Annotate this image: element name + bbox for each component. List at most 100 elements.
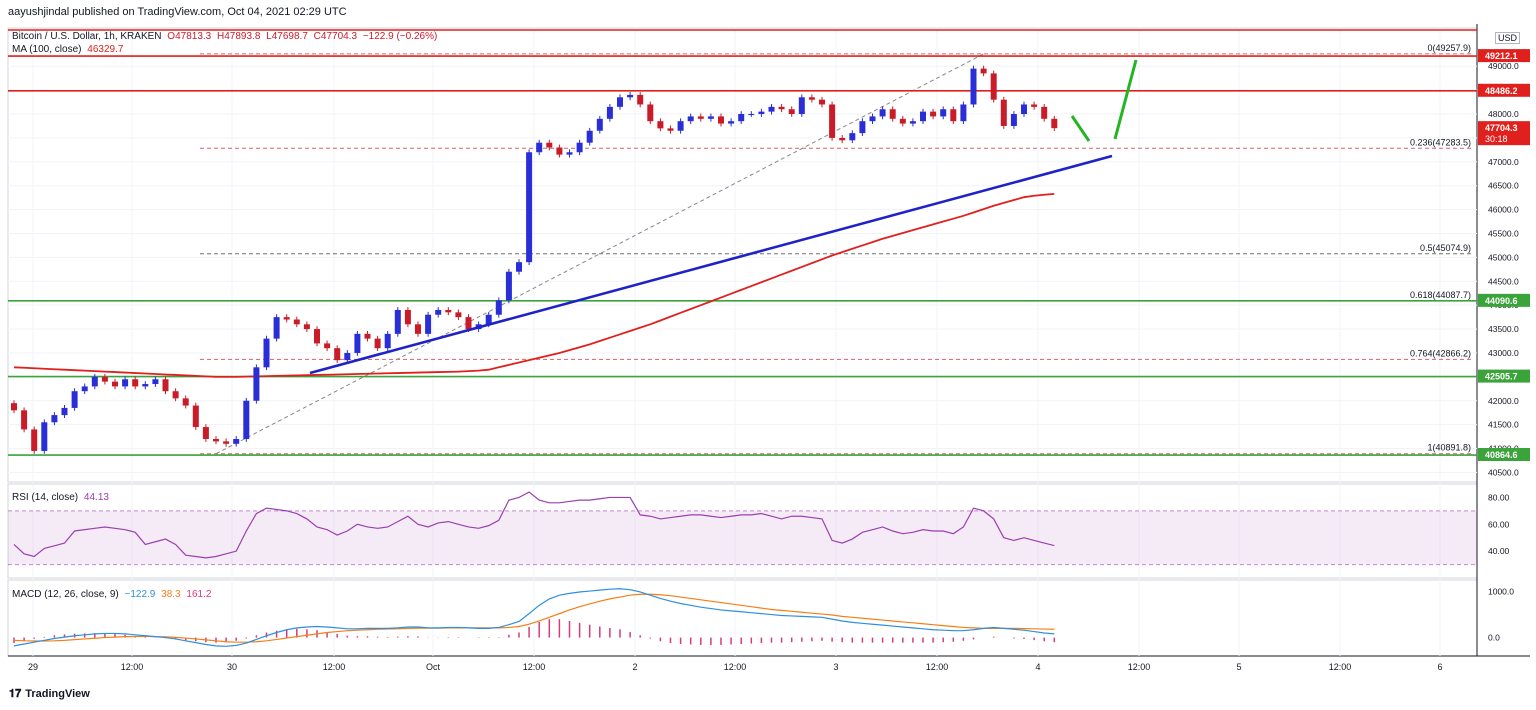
ohlc-close: C47704.3 bbox=[313, 31, 358, 42]
signal-value: 38.3 bbox=[161, 589, 181, 600]
ma-value: 46329.7 bbox=[87, 44, 124, 55]
candle-body bbox=[1051, 118, 1058, 129]
candle-body bbox=[819, 99, 825, 105]
rsi-label: RSI (14, close) bbox=[12, 492, 79, 503]
candle-body bbox=[41, 422, 48, 451]
ohlc-high: H47893.8 bbox=[217, 31, 261, 42]
candle-body bbox=[223, 441, 230, 444]
x-tick-label: 29 bbox=[28, 662, 38, 672]
candle-body bbox=[101, 376, 108, 382]
candle-body bbox=[889, 109, 896, 119]
candle-body bbox=[314, 329, 320, 344]
fib-level-label: 0(49257.9) bbox=[1427, 43, 1471, 53]
rsi-value: 44.13 bbox=[83, 492, 109, 503]
tradingview-logo: 𝟏𝟕 TradingView bbox=[9, 688, 90, 701]
y-tick-label: 43000.0 bbox=[1488, 348, 1519, 358]
ascending-trend-line bbox=[309, 154, 1113, 375]
candle-body bbox=[909, 121, 916, 124]
price-label-text: 48486.2 bbox=[1485, 86, 1518, 96]
rsi-band bbox=[8, 510, 1477, 565]
candle-body bbox=[51, 415, 58, 423]
ohlc-open: O47813.3 bbox=[167, 31, 212, 42]
macd-signal-line bbox=[13, 593, 1055, 643]
candle-body bbox=[606, 106, 613, 119]
price-change: −122.9 (−0.26%) bbox=[362, 31, 438, 42]
candle-body bbox=[364, 333, 371, 339]
candle-body bbox=[758, 111, 765, 115]
candle-body bbox=[778, 106, 785, 110]
candle-body bbox=[505, 271, 512, 301]
projection-down-stroke bbox=[1070, 115, 1091, 142]
candle-body bbox=[687, 116, 694, 122]
candle-body bbox=[263, 338, 270, 368]
price-label-text: 44090.6 bbox=[1485, 296, 1518, 306]
projection-up-stroke bbox=[1113, 59, 1138, 140]
candle-body bbox=[546, 142, 553, 148]
candle-body bbox=[839, 137, 846, 141]
price-label-box bbox=[1478, 293, 1530, 307]
candle-body bbox=[253, 367, 260, 401]
candle-body bbox=[202, 427, 209, 439]
x-tick-label: 12:00 bbox=[323, 662, 346, 672]
candle-body bbox=[768, 106, 775, 112]
candle-body bbox=[617, 97, 623, 107]
candle-body bbox=[566, 152, 573, 155]
candle-body bbox=[31, 429, 38, 451]
candle-body bbox=[647, 104, 654, 122]
candle-body bbox=[728, 121, 735, 124]
candle-body bbox=[233, 438, 240, 444]
ma-100-line bbox=[13, 192, 1055, 378]
candle-body bbox=[404, 309, 411, 325]
countdown-label: 30:18 bbox=[1485, 134, 1508, 144]
candle-body bbox=[485, 314, 492, 325]
y-tick-label: 44500.0 bbox=[1488, 276, 1519, 286]
price-label-text: 42505.7 bbox=[1485, 372, 1518, 382]
price-label-box bbox=[1478, 121, 1530, 146]
candle-body bbox=[677, 121, 684, 131]
candle-body bbox=[394, 309, 401, 334]
y-tick-label: 41500.0 bbox=[1488, 420, 1519, 430]
candle-body bbox=[445, 309, 452, 313]
x-tick-label: 4 bbox=[1035, 662, 1040, 672]
macd-line bbox=[13, 588, 1055, 647]
candle-body bbox=[1031, 104, 1038, 107]
y-tick-label: 45000.0 bbox=[1488, 252, 1519, 262]
x-tick-label: 12:00 bbox=[926, 662, 949, 672]
candle-body bbox=[455, 312, 462, 318]
candle-body bbox=[748, 114, 755, 116]
candle-body bbox=[808, 97, 815, 100]
candle-body bbox=[940, 109, 947, 117]
fib-diagonal bbox=[215, 53, 984, 455]
price-label-text: 49212.1 bbox=[1485, 51, 1518, 61]
rsi-tick-label: 60.00 bbox=[1488, 519, 1510, 529]
candle-body bbox=[920, 111, 926, 122]
y-tick-label: 43500.0 bbox=[1488, 324, 1519, 334]
publisher-caption: aayushjindal published on TradingView.co… bbox=[8, 6, 347, 18]
rsi-tick-label: 80.00 bbox=[1488, 492, 1510, 502]
y-tick-label: 45500.0 bbox=[1488, 228, 1519, 238]
candle-body bbox=[970, 68, 977, 105]
x-tick-label: 5 bbox=[1236, 662, 1241, 672]
candle-body bbox=[132, 379, 139, 387]
candle-body bbox=[415, 324, 421, 334]
candle-body bbox=[637, 94, 644, 105]
rsi-tick-label: 40.00 bbox=[1488, 546, 1510, 556]
candle-body bbox=[627, 94, 634, 98]
candle-body bbox=[1021, 104, 1027, 115]
price-label-text: 47704.3 bbox=[1485, 123, 1518, 133]
macd-tick-label: 0.0 bbox=[1488, 633, 1500, 643]
x-tick-label: 6 bbox=[1437, 662, 1442, 672]
fib-level-label: 0.236(47283.5) bbox=[1410, 137, 1471, 147]
y-tick-label: 48000.0 bbox=[1488, 109, 1519, 119]
y-tick-label: 40500.0 bbox=[1488, 467, 1519, 477]
candle-body bbox=[334, 348, 341, 361]
candle-body bbox=[738, 114, 745, 122]
x-tick-label: 30 bbox=[227, 662, 237, 672]
price-label-box bbox=[1478, 369, 1530, 383]
candle-body bbox=[707, 116, 714, 119]
candle-body bbox=[162, 379, 169, 392]
candle-body bbox=[384, 333, 391, 349]
y-tick-label: 47000.0 bbox=[1488, 157, 1519, 167]
candle-body bbox=[182, 398, 189, 406]
